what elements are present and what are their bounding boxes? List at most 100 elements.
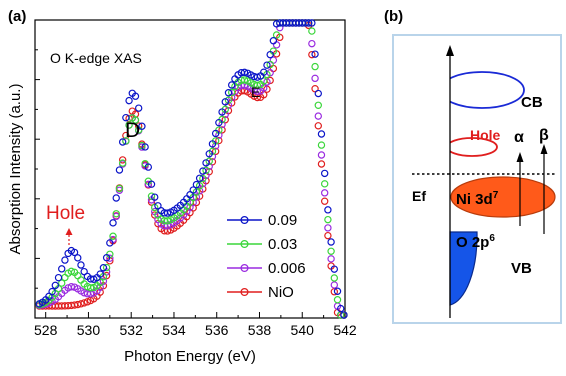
data-point <box>74 254 82 262</box>
data-point <box>340 311 348 319</box>
ef-label: Ef <box>412 188 426 204</box>
data-point <box>327 255 335 263</box>
x-tick-label: 528 <box>34 322 58 338</box>
band-diagram: (b) CB Hole α β Ef Ni 3d7 O 2p6 VB <box>384 8 562 324</box>
hole-annotation: Hole <box>46 203 85 224</box>
legend-marker <box>240 263 249 273</box>
legend-label: NiO <box>268 284 294 301</box>
alpha-arrow-head <box>516 152 524 162</box>
data-point <box>314 101 322 110</box>
panel-label-b: (b) <box>384 8 403 25</box>
data-point <box>147 192 156 200</box>
data-point <box>48 287 56 296</box>
data-point <box>106 254 114 262</box>
data-point <box>260 68 268 76</box>
xas-chart: (a) 528 530 532 534 536 538 540 542 O K-edge XA… <box>7 8 357 365</box>
data-point <box>141 162 149 170</box>
data-point <box>99 277 108 285</box>
x-tick-label: 536 <box>205 322 229 338</box>
data-point <box>112 194 120 202</box>
data-series <box>35 19 348 319</box>
ni-band-mask <box>420 176 450 218</box>
data-point <box>324 231 332 240</box>
data-point <box>208 140 217 148</box>
data-point <box>102 263 111 272</box>
data-point <box>199 167 207 175</box>
data-point <box>320 180 329 188</box>
data-point <box>253 81 262 90</box>
data-point <box>272 31 281 39</box>
data-point <box>144 163 153 171</box>
data-point <box>189 198 197 207</box>
legend-item: 0.09 <box>227 212 297 229</box>
data-point <box>163 217 172 225</box>
data-point <box>269 37 278 45</box>
data-point <box>227 88 236 97</box>
data-point <box>115 166 124 174</box>
data-point <box>54 273 63 282</box>
data-point <box>327 247 335 255</box>
data-point <box>330 274 339 282</box>
legend-item: 0.03 <box>227 236 297 253</box>
data-point <box>263 61 271 69</box>
vb-label: VB <box>511 260 532 277</box>
o-2p-label-sup: 6 <box>489 233 495 244</box>
data-point <box>163 227 172 235</box>
data-point <box>311 74 319 83</box>
data-point <box>324 215 332 224</box>
cb-band-mask <box>432 70 450 112</box>
data-point <box>320 189 329 197</box>
legend-label: 0.03 <box>268 236 297 253</box>
data-point <box>118 138 127 146</box>
hole-band-mask <box>436 136 450 158</box>
data-point <box>266 50 274 59</box>
data-point <box>317 141 326 149</box>
data-point <box>311 62 319 71</box>
x-tick-label: 538 <box>248 322 272 338</box>
legend-marker <box>240 287 249 297</box>
data-point <box>240 68 249 77</box>
chart-title: O K-edge XAS <box>50 50 142 66</box>
data-point <box>330 281 339 289</box>
alpha-label: α <box>514 129 524 146</box>
data-point <box>202 159 210 167</box>
data-point <box>202 166 210 175</box>
ni-3d-label-sup: 7 <box>493 190 499 201</box>
data-point <box>192 180 201 189</box>
data-point <box>195 182 204 190</box>
data-point <box>211 129 220 138</box>
data-point <box>314 112 322 120</box>
legend-item: 0.006 <box>227 260 306 277</box>
o-2p-band <box>449 231 478 306</box>
x-tick-label: 540 <box>291 322 315 338</box>
data-point <box>240 76 249 84</box>
diagram-frame <box>392 34 562 324</box>
ni-3d-label-base: Ni 3d <box>456 191 493 208</box>
peak-label-d: D <box>125 119 140 142</box>
data-point <box>61 273 69 282</box>
data-point <box>260 77 268 85</box>
x-tick-label: 542 <box>333 322 357 338</box>
o-2p-label-base: O 2p <box>456 234 489 251</box>
data-point <box>308 50 316 59</box>
data-point <box>163 209 172 217</box>
data-point <box>263 85 271 93</box>
data-point <box>86 284 95 292</box>
series-0.09 <box>35 19 348 319</box>
data-point <box>67 267 76 276</box>
x-tick-label: 532 <box>120 322 144 338</box>
data-point <box>138 122 146 130</box>
data-point <box>163 222 172 230</box>
legend-label: 0.09 <box>268 212 297 229</box>
data-point <box>314 122 322 130</box>
data-point <box>253 73 262 81</box>
data-point <box>115 184 124 193</box>
data-point <box>99 264 108 272</box>
beta-label: β <box>539 127 549 144</box>
data-point <box>317 151 326 159</box>
data-point <box>147 180 156 188</box>
data-point <box>317 130 326 138</box>
legend-marker <box>240 239 249 249</box>
data-point <box>263 78 271 86</box>
